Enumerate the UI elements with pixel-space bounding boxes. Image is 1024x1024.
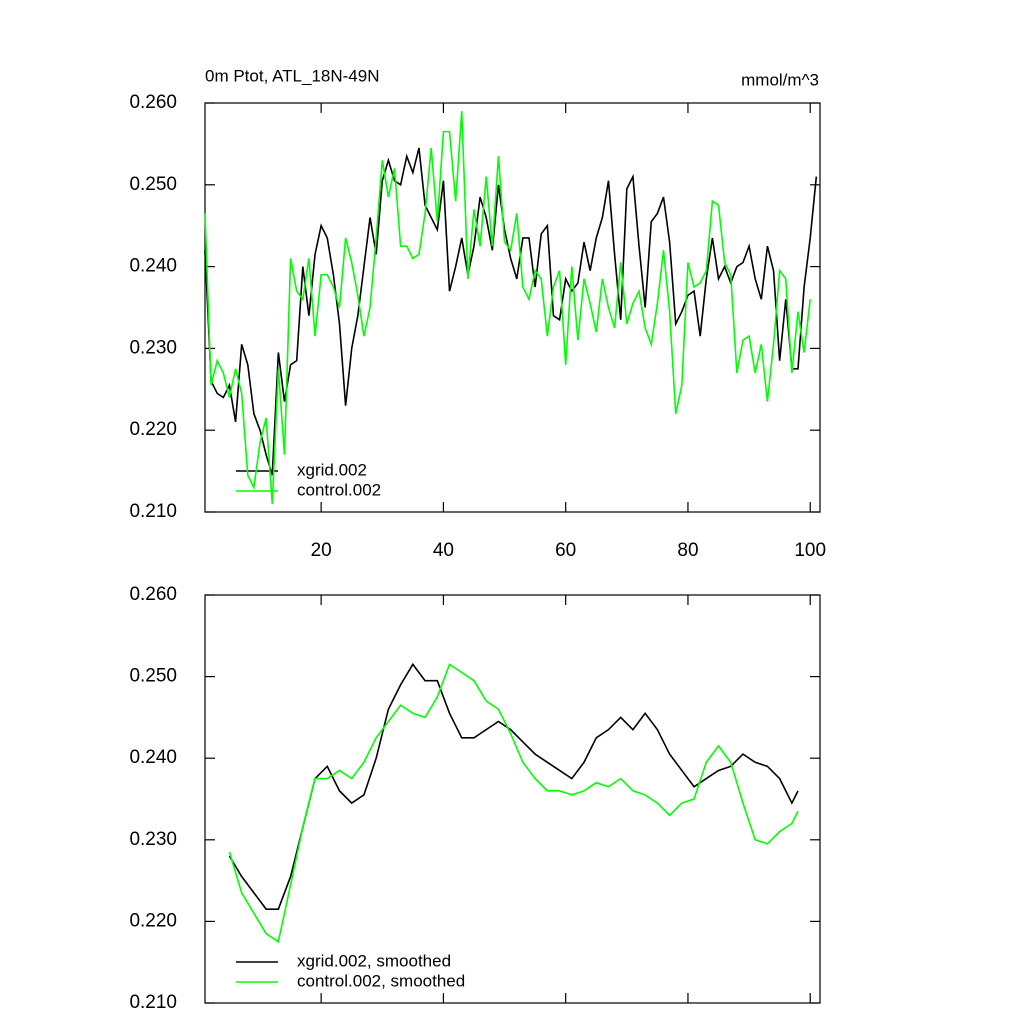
x-tick-label: 60 [555, 540, 576, 561]
x-tick-label: 80 [677, 540, 698, 561]
legend-label: xgrid.002 [297, 460, 367, 479]
chart-title: 0m Ptot, ATL_18N-49N [205, 66, 380, 85]
legend-label: control.002, smoothed [297, 971, 465, 990]
legend-label: control.002 [297, 480, 381, 499]
units-label: mmol/m^3 [741, 70, 819, 89]
y-tick-label: 0.260 [129, 92, 177, 113]
y-tick-label: 0.220 [129, 910, 177, 931]
data-line [204, 111, 812, 504]
y-tick-label: 0.250 [129, 174, 177, 195]
y-tick-label: 0.210 [129, 992, 177, 1013]
plot-frame [204, 102, 821, 513]
data-line [228, 663, 799, 944]
y-tick-label: 0.250 [129, 666, 177, 687]
y-tick-label: 0.230 [129, 337, 177, 358]
data-line [228, 662, 799, 910]
x-tick-label: 20 [311, 540, 332, 561]
y-tick-label: 0.240 [129, 256, 177, 277]
y-tick-label: 0.260 [129, 584, 177, 605]
y-tick-label: 0.230 [129, 829, 177, 850]
data-line [204, 147, 818, 476]
x-tick-label: 100 [794, 540, 826, 561]
y-tick-label: 0.210 [129, 501, 177, 522]
x-tick-label: 40 [433, 540, 454, 561]
y-tick-label: 0.220 [129, 419, 177, 440]
y-tick-label: 0.240 [129, 747, 177, 768]
legend-label: xgrid.002, smoothed [297, 951, 451, 970]
plot-frame [204, 594, 821, 1004]
